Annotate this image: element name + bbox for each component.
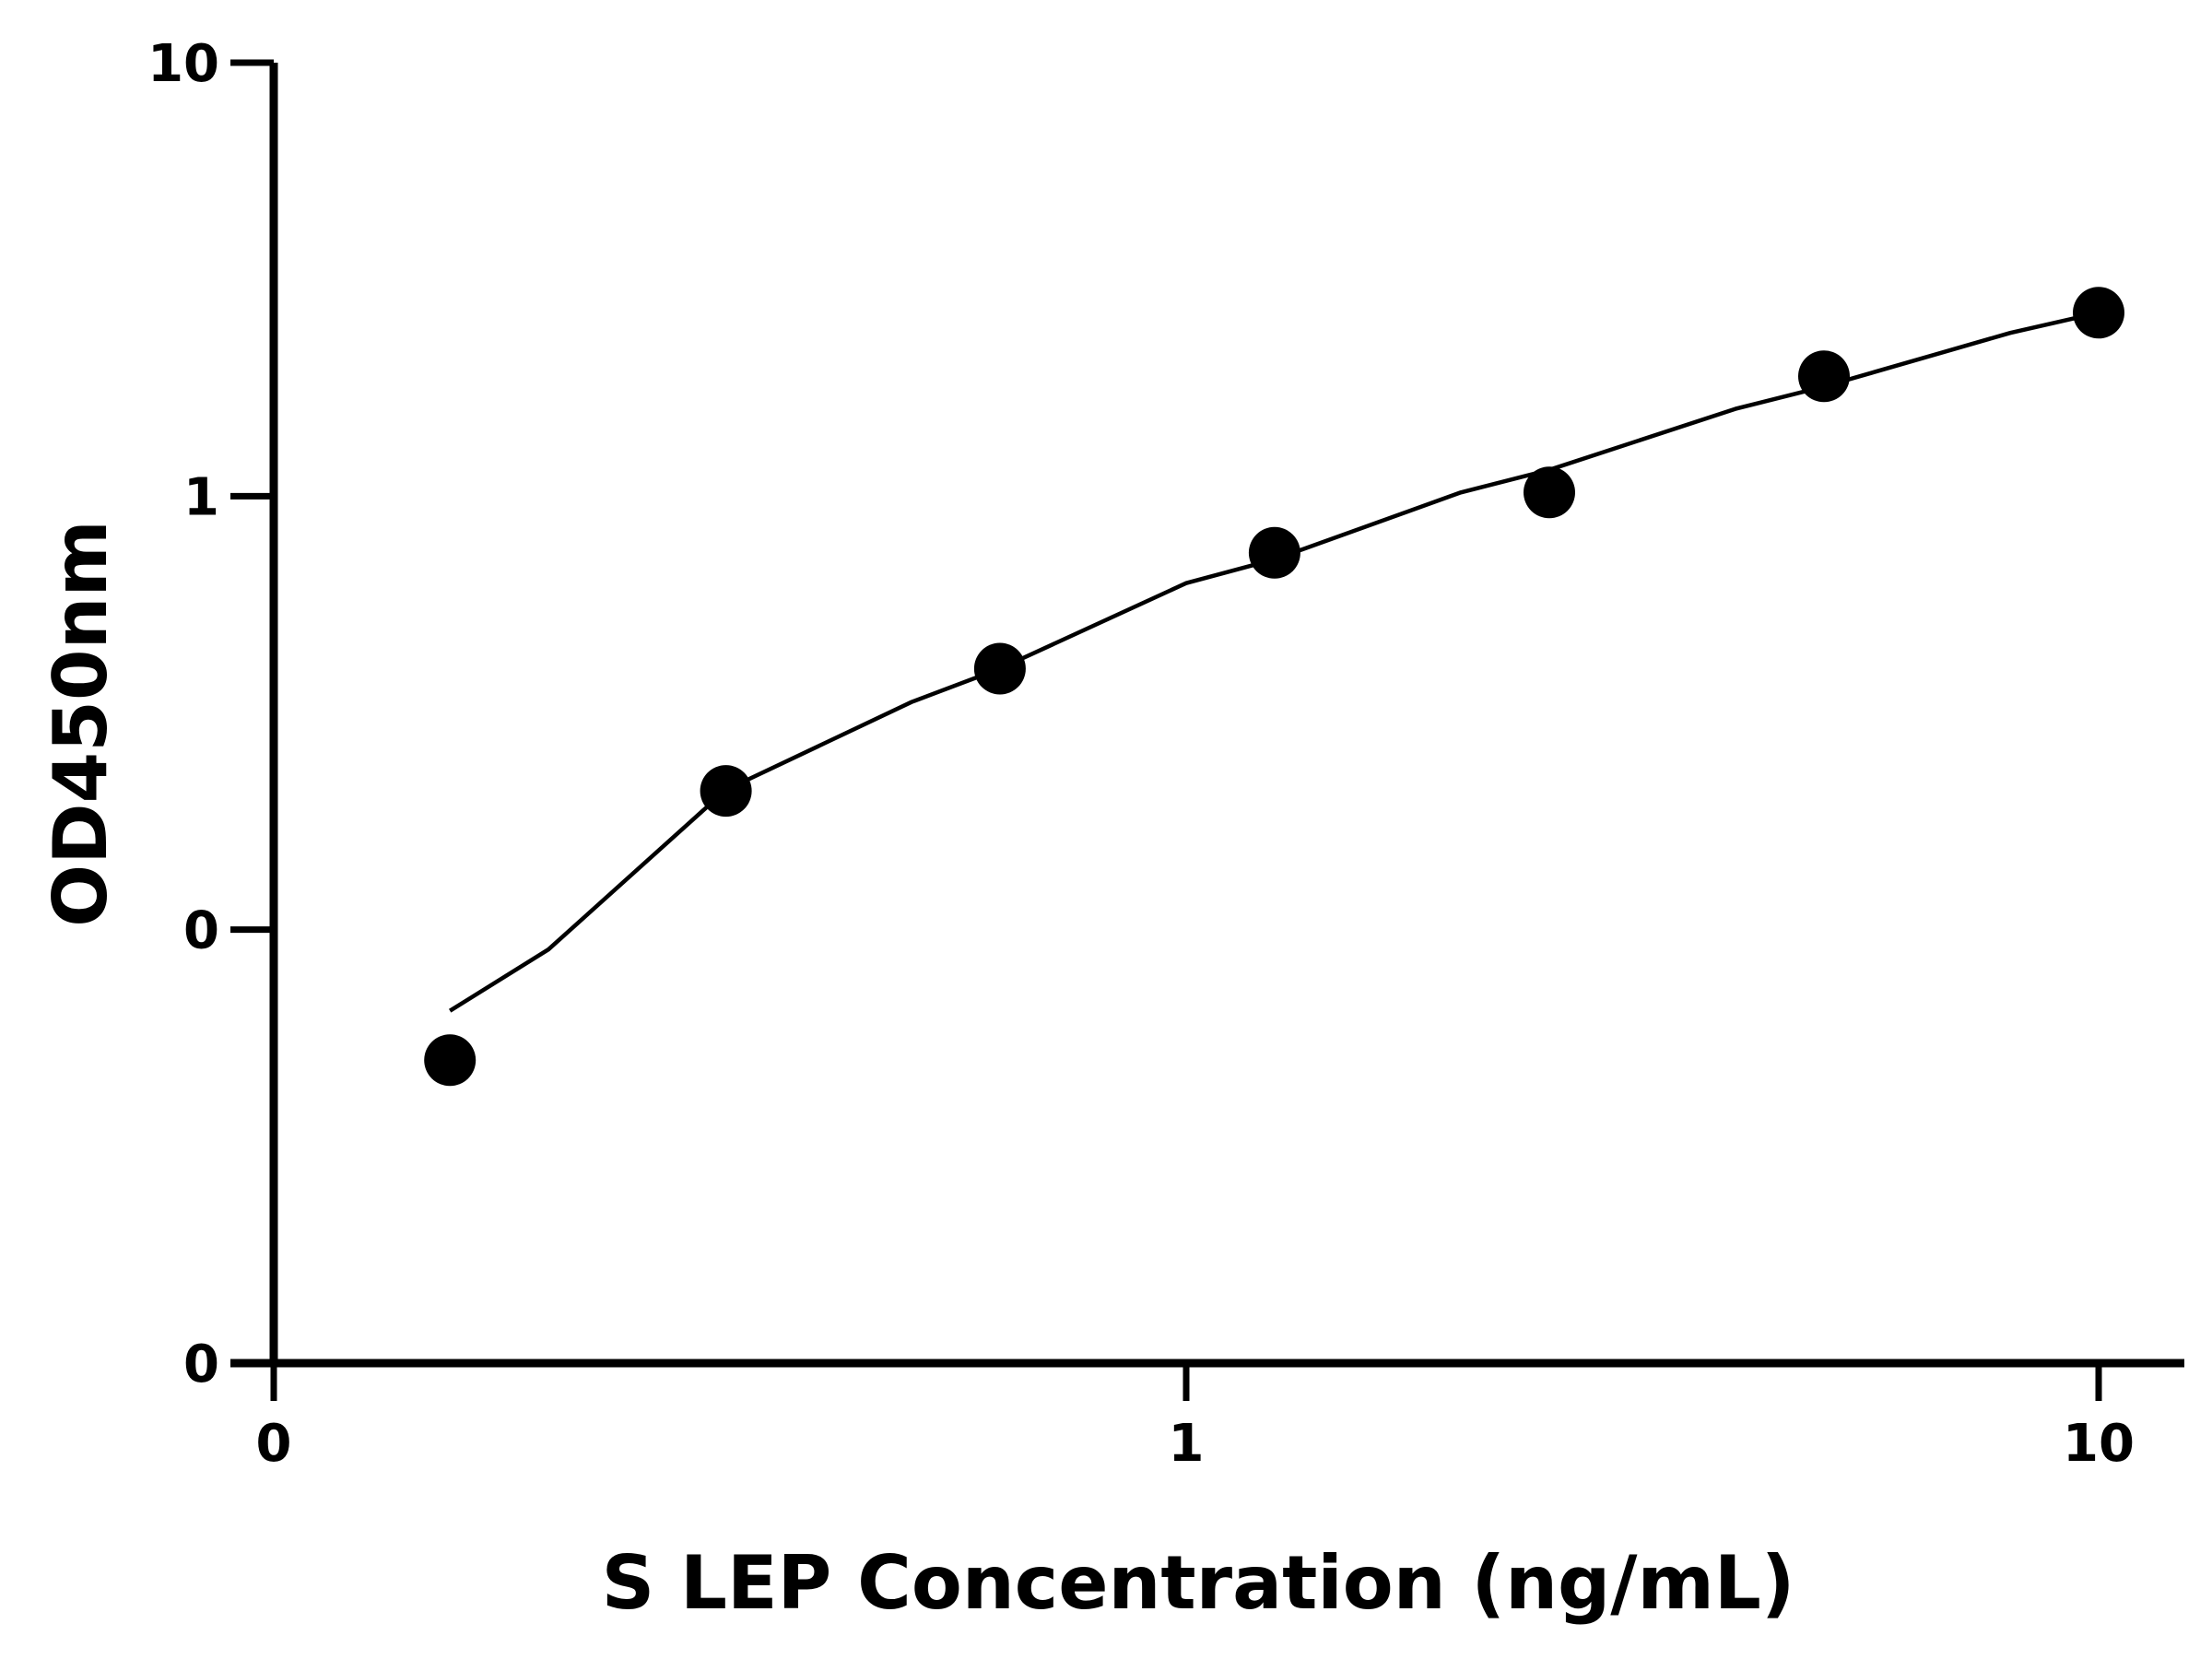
y-tick-label: 10 xyxy=(147,34,219,94)
y-tick-label: 0 xyxy=(183,1335,219,1394)
data-point xyxy=(700,765,752,818)
axes xyxy=(230,63,2184,1368)
data-point xyxy=(424,1034,477,1087)
data-point xyxy=(1798,350,1850,403)
y-axis-title: OD450nm xyxy=(38,520,124,927)
y-tick-label: 0 xyxy=(183,901,219,961)
data-points xyxy=(424,287,2124,1087)
x-tick-label: 1 xyxy=(1169,1414,1205,1474)
x-tick-label: 0 xyxy=(256,1414,292,1474)
data-point xyxy=(1248,526,1300,579)
fit-curve xyxy=(449,311,2100,1013)
y-tick-label: 1 xyxy=(183,467,219,527)
data-point xyxy=(2073,287,2124,339)
x-axis-title: S LEP Concentration (ng/mL) xyxy=(602,1540,1795,1626)
data-point xyxy=(1524,466,1575,519)
data-point xyxy=(973,642,1026,695)
x-tick-label: 10 xyxy=(2063,1414,2135,1474)
fit-curve-group xyxy=(449,311,2100,1013)
